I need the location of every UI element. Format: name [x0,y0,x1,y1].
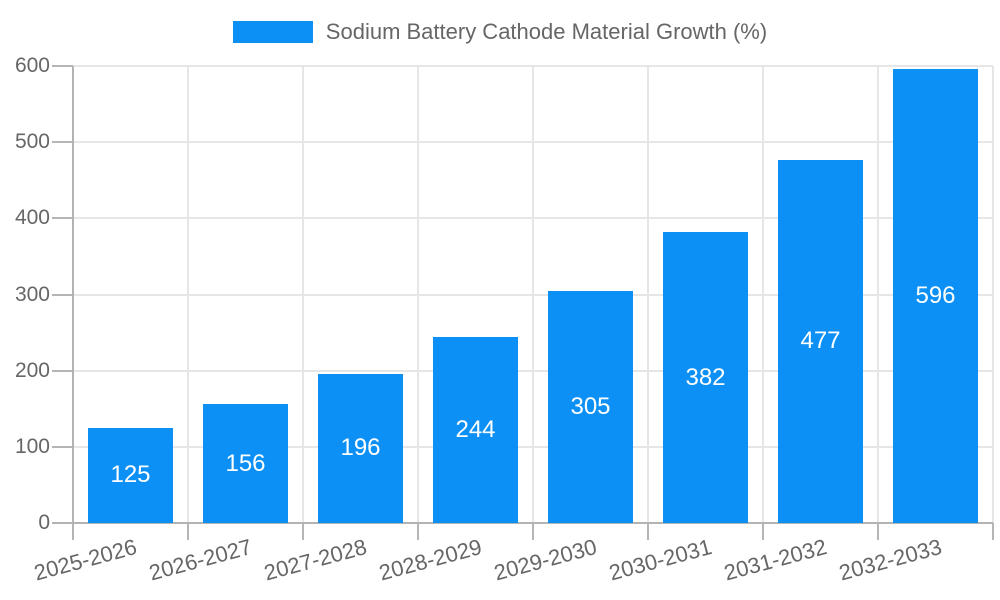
x-axis-line [52,522,993,524]
gridline-vertical [417,66,419,523]
x-axis-tick-mark [877,523,879,540]
x-axis-tick-mark [762,523,764,540]
x-axis-tick-mark [532,523,534,540]
y-axis-tick-label: 500 [14,130,50,154]
x-axis-category-label: 2030-2031 [606,534,715,586]
x-axis-category-label: 2025-2026 [31,534,140,586]
legend-item[interactable]: Sodium Battery Cathode Material Growth (… [232,19,768,44]
gridline-vertical [877,66,879,523]
bar[interactable] [203,404,288,523]
y-axis-tick-mark [52,141,73,144]
y-axis-tick-label: 200 [14,358,50,382]
y-axis-tick-mark [52,445,73,448]
x-axis-category-label: 2026-2027 [146,534,255,586]
bar-value-label: 596 [915,282,956,310]
y-axis-tick-mark [52,293,73,296]
x-axis-category-label: 2032-2033 [836,534,945,586]
x-axis-tick-mark [302,523,304,540]
gridline-vertical [762,66,764,523]
bar[interactable] [893,69,978,523]
bar-value-label: 196 [340,434,381,462]
bar[interactable] [433,337,518,523]
gridline-vertical [302,66,304,523]
bar-value-label: 156 [225,449,266,477]
x-axis-tick-mark [417,523,419,540]
x-axis-category-label: 2028-2029 [376,534,485,586]
gridline-vertical [187,66,189,523]
y-axis-tick-mark [52,65,73,67]
gridline-vertical [647,66,649,523]
bar[interactable] [778,159,863,523]
y-axis-tick-label: 300 [14,282,50,306]
legend-color-swatch [232,21,313,43]
y-axis-tick-label: 0 [38,511,50,534]
gridline-vertical [532,66,534,523]
y-axis-tick-label: 600 [14,54,50,77]
bar-value-label: 305 [570,392,611,420]
chart-legend: Sodium Battery Cathode Material Growth (… [0,20,1000,44]
bar-value-label: 125 [110,461,151,489]
y-axis-tick-mark [52,217,73,220]
gridline-vertical [992,66,994,523]
bar-value-label: 382 [685,363,726,391]
bar[interactable] [88,427,173,523]
x-axis-category-label: 2029-2030 [491,534,600,586]
x-axis-tick-mark [647,523,649,540]
bar-value-label: 244 [455,416,496,444]
x-axis-tick-mark [992,523,994,540]
bar[interactable] [663,232,748,523]
y-axis-tick-label: 400 [14,206,50,230]
y-axis-line [72,66,74,540]
x-axis-tick-mark [187,523,189,540]
y-axis-tick-label: 100 [14,434,50,458]
x-axis-category-label: 2031-2032 [721,534,830,586]
y-axis-tick-mark [52,369,73,372]
bar[interactable] [318,373,403,523]
bar[interactable] [548,290,633,523]
x-axis-category-label: 2027-2028 [261,534,370,586]
legend-label: Sodium Battery Cathode Material Growth (… [325,19,768,44]
bar-value-label: 477 [800,327,841,355]
